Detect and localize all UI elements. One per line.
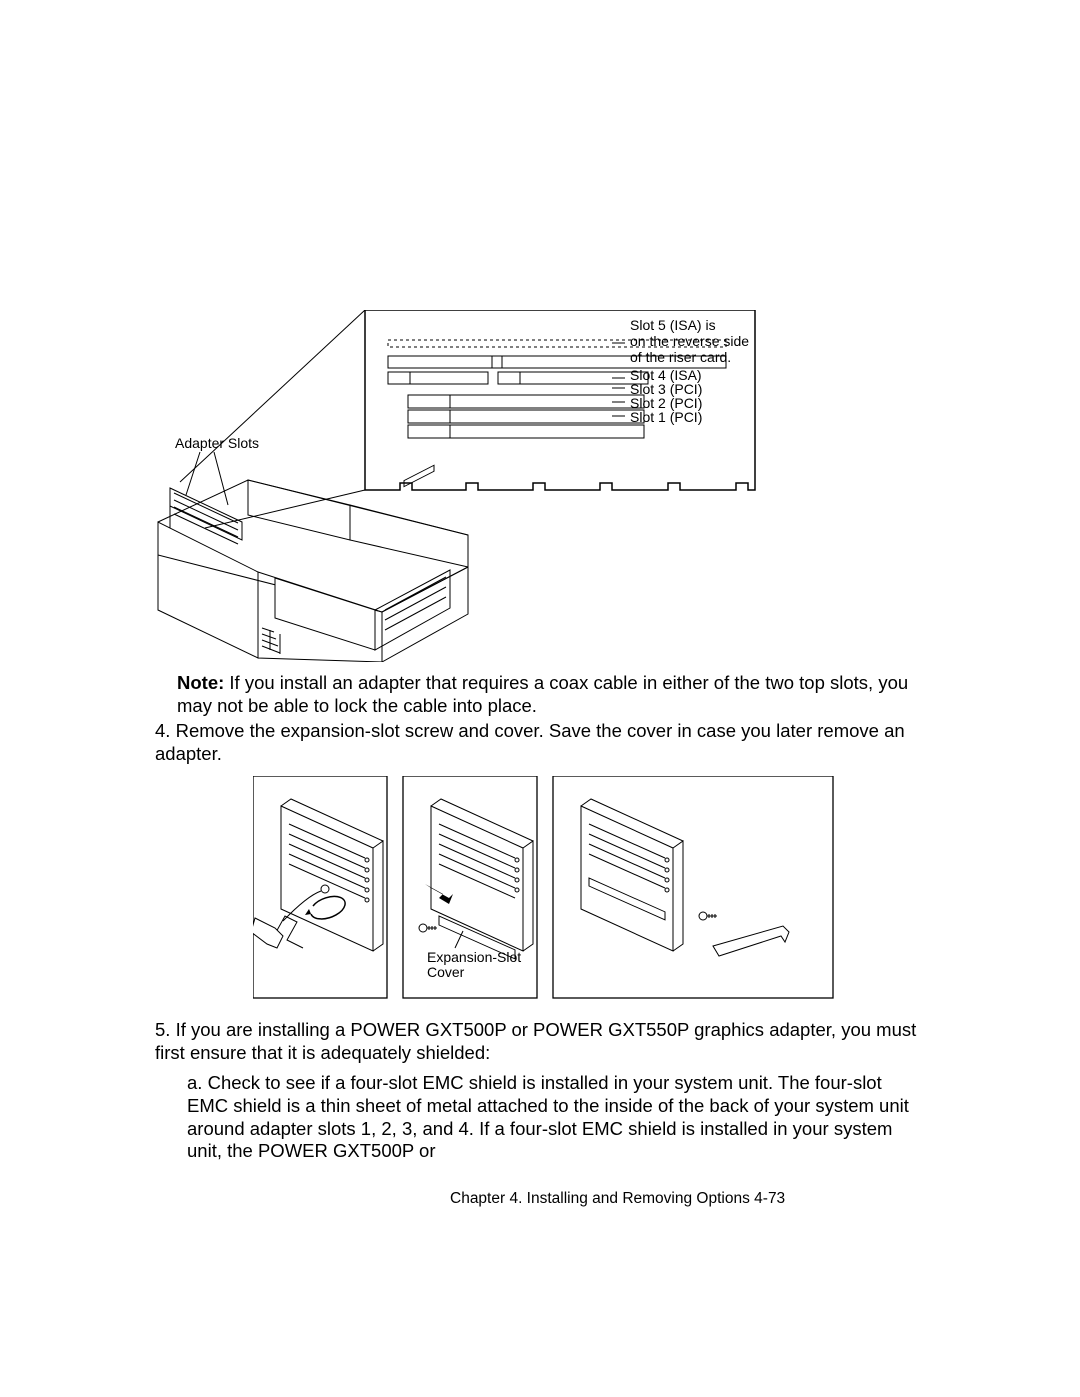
step-4-text: Remove the expansion-slot screw and cove… — [155, 720, 905, 764]
note-block: Note: If you install an adapter that req… — [177, 672, 917, 718]
slot5-label-3: of the riser card. — [630, 349, 731, 365]
expansion-slot-cover-label-2: Cover — [427, 964, 465, 980]
step-5-text: If you are installing a POWER GXT500P or… — [155, 1019, 916, 1063]
slot5-label-2: on the reverse side — [630, 333, 749, 349]
detail-panel: Slot 5 (ISA) is on the reverse side of t… — [365, 310, 755, 490]
slot5-label-1: Slot 5 (ISA) is — [630, 317, 716, 333]
footer-page-number: 4-73 — [754, 1190, 785, 1207]
step-4-number: 4. — [155, 720, 170, 741]
step-5-sub-a: a. Check to see if a four-slot EMC shiel… — [187, 1072, 927, 1163]
step-5: 5. If you are installing a POWER GXT500P… — [155, 1019, 925, 1065]
page: Slot 5 (ISA) is on the reverse side of t… — [0, 0, 1080, 1397]
note-text: If you install an adapter that requires … — [177, 672, 908, 716]
step-5-number: 5. — [155, 1019, 170, 1040]
figure-expansion-slot-steps: Expansion-Slot Cover — [253, 776, 835, 1000]
slot1-label: Slot 1 (PCI) — [630, 409, 702, 425]
figure-slot-diagram: Slot 5 (ISA) is on the reverse side of t… — [150, 310, 930, 662]
system-unit-drawing — [158, 465, 468, 662]
expansion-slot-cover-label-1: Expansion-Slot — [427, 949, 521, 965]
note-label: Note: — [177, 672, 224, 693]
adapter-slots-label: Adapter Slots — [175, 435, 259, 451]
step-4: 4. Remove the expansion-slot screw and c… — [155, 720, 915, 766]
step-5a-text: Check to see if a four-slot EMC shield i… — [187, 1072, 909, 1161]
page-footer: Chapter 4. Installing and Removing Optio… — [450, 1190, 785, 1208]
footer-chapter: Chapter 4. Installing and Removing Optio… — [450, 1190, 750, 1207]
step-5a-number: a. — [187, 1072, 202, 1093]
